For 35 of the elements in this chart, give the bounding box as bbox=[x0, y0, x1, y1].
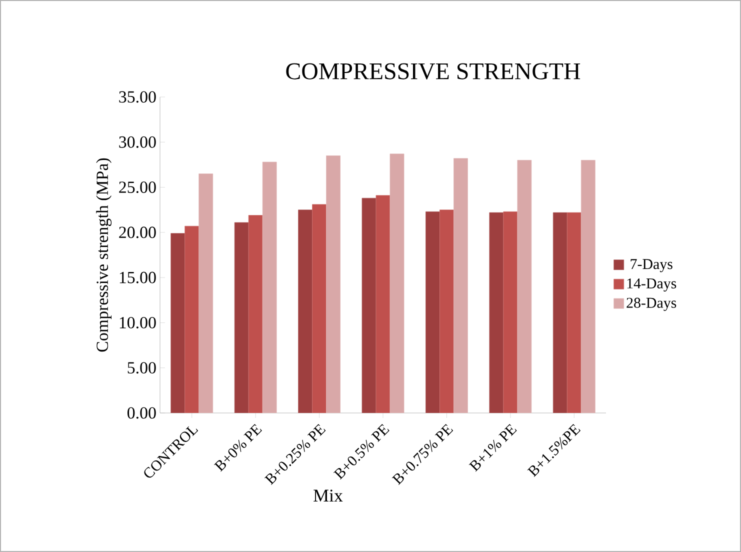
x-axis-title: Mix bbox=[314, 490, 343, 502]
bar bbox=[198, 174, 214, 413]
y-tick-label: 35.00 bbox=[119, 91, 156, 103]
chart-title: COMPRESSIVE STRENGTH bbox=[286, 63, 580, 80]
bar bbox=[248, 215, 263, 413]
bar bbox=[298, 210, 312, 413]
y-tick-label: 0.00 bbox=[127, 407, 156, 419]
bar bbox=[170, 233, 186, 413]
bar bbox=[454, 158, 468, 413]
bar bbox=[552, 212, 568, 413]
y-tick-label: 10.00 bbox=[120, 316, 156, 328]
bar bbox=[517, 160, 532, 413]
legend-label: 28-Days bbox=[626, 298, 676, 311]
y-tick-label: 30.00 bbox=[119, 136, 156, 148]
bar bbox=[489, 212, 504, 413]
bar bbox=[426, 211, 440, 413]
bar bbox=[234, 222, 249, 413]
bar bbox=[580, 160, 596, 413]
bar bbox=[503, 211, 518, 413]
bar bbox=[262, 162, 277, 413]
y-tick-label: 15.00 bbox=[120, 272, 156, 284]
legend-label: 7-Days bbox=[630, 259, 672, 272]
bar bbox=[566, 212, 582, 413]
y-tick-label: 5.00 bbox=[128, 362, 156, 374]
bar bbox=[440, 210, 454, 413]
legend-label: 14-Days bbox=[627, 278, 676, 292]
bar bbox=[326, 155, 340, 413]
bar bbox=[312, 204, 326, 413]
y-tick-label: 25.00 bbox=[119, 182, 156, 194]
bar bbox=[390, 154, 404, 413]
bar bbox=[362, 198, 376, 413]
bar bbox=[376, 195, 390, 413]
y-tick-label: 20.00 bbox=[119, 226, 156, 238]
bar bbox=[184, 226, 200, 413]
y-axis-title: Compressive strength (MPa) bbox=[96, 158, 112, 352]
